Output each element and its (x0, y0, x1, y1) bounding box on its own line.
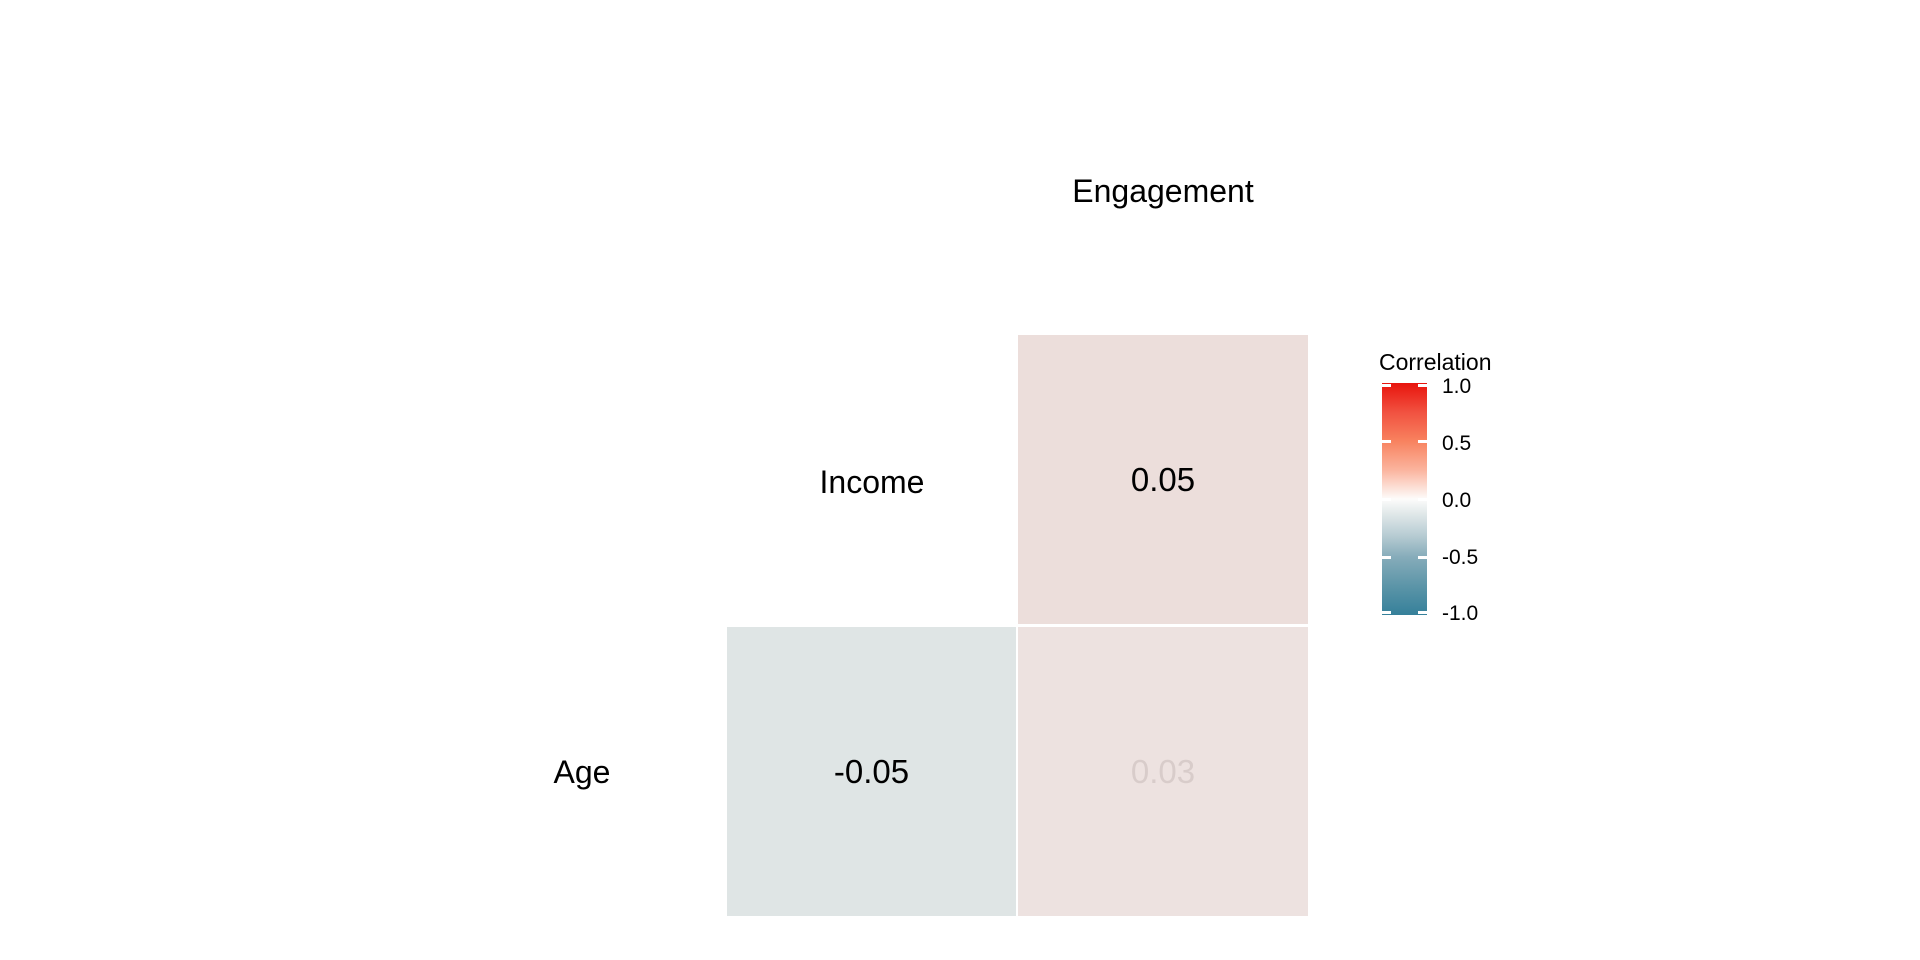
legend-tick-label--0.5: -0.5 (1442, 546, 1479, 569)
legend-tick-mark (1418, 498, 1427, 501)
variable-label-age: Age (553, 754, 611, 790)
cell-income-engagement: 0.05 (1018, 335, 1308, 624)
legend: Correlation 1.0 0.5 0.0 -0.5 -1.0 (1379, 349, 1519, 629)
legend-tick-mark (1418, 556, 1427, 559)
variable-label-engagement: Engagement (1072, 173, 1254, 209)
legend-tick-mark (1418, 611, 1427, 614)
cell-age-income: -0.05 (727, 627, 1016, 916)
cell-value-income-engagement: 0.05 (1130, 460, 1196, 498)
legend-tick-mark (1382, 611, 1391, 614)
legend-gradient-bar (1382, 383, 1427, 615)
cell-age-engagement: 0.03 (1018, 627, 1308, 916)
cell-value-age-income: -0.05 (833, 752, 910, 790)
legend-tick-mark (1418, 384, 1427, 387)
legend-tick-mark (1418, 440, 1427, 443)
legend-tick-label--1.0: -1.0 (1442, 602, 1479, 625)
cell-value-age-engagement: 0.03 (1130, 752, 1196, 790)
legend-tick-label-0.5: 0.5 (1442, 432, 1472, 455)
legend-tick-mark (1382, 498, 1391, 501)
legend-title: Correlation (1379, 349, 1492, 375)
legend-tick-label-0.0: 0.0 (1442, 489, 1472, 512)
legend-tick-mark (1382, 384, 1391, 387)
variable-label-income: Income (819, 464, 925, 500)
legend-tick-mark (1382, 440, 1391, 443)
legend-tick-label-1.0: 1.0 (1442, 375, 1472, 398)
legend-tick-mark (1382, 556, 1391, 559)
